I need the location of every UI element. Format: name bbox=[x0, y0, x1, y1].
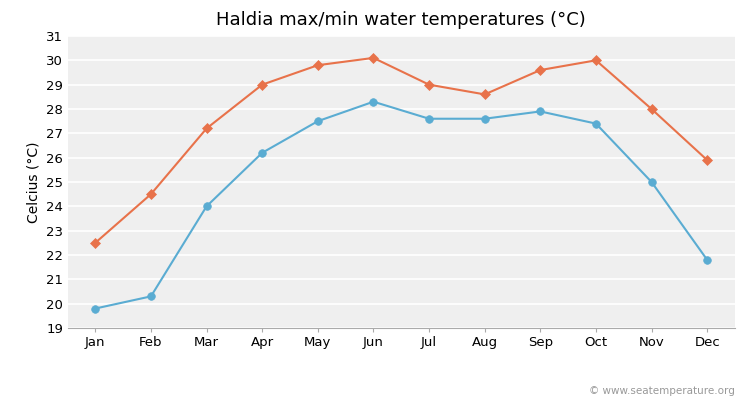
Min bbox=[592, 121, 601, 126]
Title: Haldia max/min water temperatures (°C): Haldia max/min water temperatures (°C) bbox=[216, 11, 586, 29]
Min bbox=[314, 119, 322, 124]
Max bbox=[424, 82, 433, 87]
Min bbox=[480, 116, 489, 121]
Min bbox=[202, 204, 211, 209]
Max bbox=[480, 92, 489, 97]
Min bbox=[91, 306, 100, 311]
Min bbox=[146, 294, 155, 299]
Min bbox=[369, 99, 378, 104]
Min bbox=[647, 180, 656, 184]
Line: Max: Max bbox=[92, 54, 711, 246]
Min bbox=[424, 116, 433, 121]
Y-axis label: Celcius (°C): Celcius (°C) bbox=[27, 141, 40, 223]
Max bbox=[258, 82, 267, 87]
Min bbox=[536, 109, 544, 114]
Max bbox=[592, 58, 601, 63]
Max bbox=[369, 56, 378, 60]
Max bbox=[202, 126, 211, 131]
Max bbox=[91, 240, 100, 245]
Max bbox=[703, 158, 712, 162]
Max bbox=[314, 63, 322, 68]
Max bbox=[647, 107, 656, 112]
Min bbox=[703, 258, 712, 262]
Max bbox=[536, 68, 544, 72]
Min bbox=[258, 150, 267, 155]
Line: Min: Min bbox=[92, 98, 711, 312]
Max bbox=[146, 192, 155, 196]
Text: © www.seatemperature.org: © www.seatemperature.org bbox=[590, 386, 735, 396]
